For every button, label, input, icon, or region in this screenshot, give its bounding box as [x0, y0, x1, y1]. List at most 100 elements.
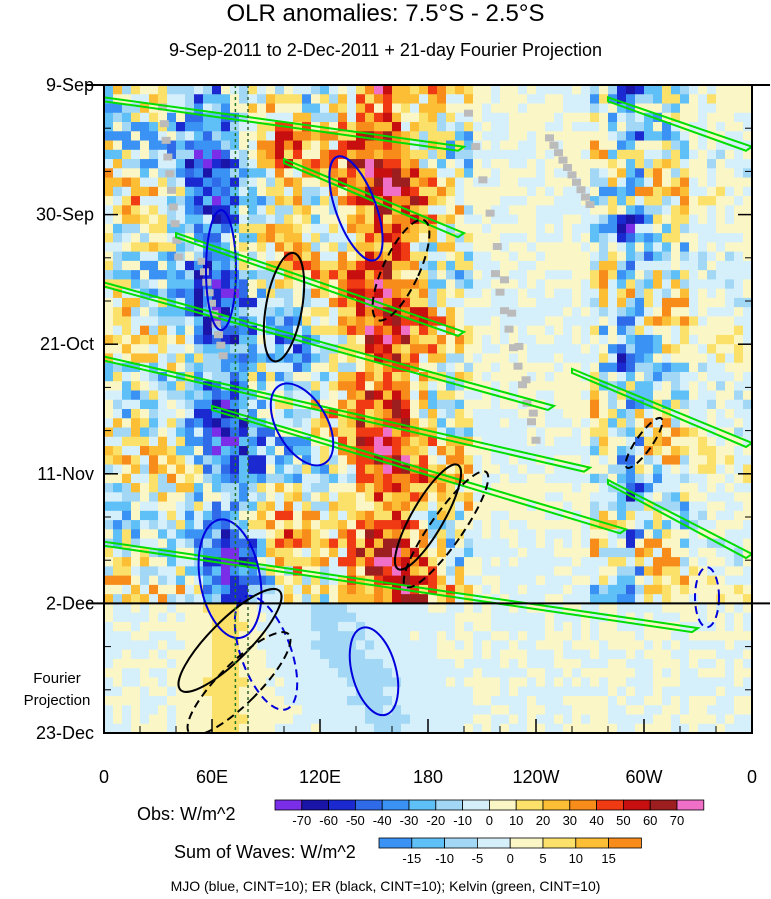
field-cell	[302, 344, 312, 355]
field-cell	[221, 436, 231, 447]
field-cell	[293, 418, 303, 429]
field-cell	[185, 501, 195, 512]
field-cell	[626, 288, 636, 299]
field-cell	[356, 566, 366, 577]
field-cell	[734, 196, 744, 206]
field-cell	[617, 344, 627, 355]
field-cell	[698, 603, 708, 614]
field-cell	[563, 149, 573, 160]
field-cell	[428, 649, 438, 660]
field-cell	[725, 492, 735, 503]
field-cell	[428, 251, 438, 262]
field-cell	[401, 186, 411, 197]
field-cell	[221, 557, 231, 567]
field-cell	[365, 205, 375, 216]
field-cell	[149, 492, 159, 503]
field-cell	[689, 316, 699, 327]
field-cell	[347, 362, 357, 373]
field-cell	[212, 159, 222, 169]
field-cell	[257, 390, 267, 401]
field-cell	[617, 362, 627, 373]
field-cell	[662, 501, 672, 512]
field-cell	[239, 288, 249, 299]
field-cell	[176, 177, 186, 188]
field-cell	[284, 233, 294, 243]
field-cell	[680, 353, 690, 364]
field-cell	[356, 714, 366, 725]
field-cell	[185, 529, 195, 540]
field-cell	[599, 251, 609, 262]
field-cell	[113, 649, 123, 660]
field-cell	[527, 464, 537, 475]
field-cell	[491, 131, 501, 142]
field-cell	[581, 371, 591, 382]
field-cell	[698, 621, 708, 632]
field-cell	[122, 418, 132, 429]
field-cell	[527, 483, 537, 493]
field-cell	[320, 612, 330, 623]
field-cell	[599, 631, 609, 642]
field-cell	[626, 418, 636, 429]
field-cell	[698, 353, 708, 364]
field-cell	[743, 409, 752, 419]
field-cell	[437, 631, 447, 642]
field-cell	[239, 538, 249, 549]
field-cell	[446, 446, 456, 456]
field-cell	[635, 381, 645, 392]
field-cell	[293, 705, 303, 716]
field-cell	[239, 640, 249, 651]
field-cell	[698, 233, 708, 243]
field-cell	[131, 214, 141, 225]
field-cell	[248, 529, 258, 540]
field-cell	[356, 584, 366, 595]
field-cell	[716, 149, 726, 160]
field-cell	[581, 714, 591, 725]
field-cell	[392, 584, 402, 595]
field-cell	[734, 621, 744, 632]
field-cell	[545, 325, 555, 336]
field-cell	[680, 695, 690, 706]
field-cell	[167, 390, 177, 401]
field-cell	[707, 446, 717, 456]
field-cell	[338, 640, 348, 651]
field-cell	[536, 418, 546, 429]
field-cell	[500, 584, 510, 595]
field-cell	[482, 575, 492, 586]
field-cell	[509, 122, 519, 132]
field-cell	[725, 214, 735, 225]
field-cell	[185, 205, 195, 216]
field-cell	[518, 288, 528, 299]
field-cell	[293, 122, 303, 132]
field-cell	[644, 677, 654, 688]
field-cell	[131, 353, 141, 364]
field-cell	[428, 362, 438, 373]
field-cell	[410, 196, 420, 206]
field-cell	[248, 566, 258, 577]
field-cell	[608, 316, 618, 327]
field-cell	[599, 112, 609, 123]
field-cell	[617, 399, 627, 410]
field-cell	[113, 714, 123, 725]
field-cell	[482, 455, 492, 466]
field-cell	[428, 334, 438, 345]
field-cell	[113, 122, 123, 132]
field-cell	[437, 297, 447, 308]
field-cell	[455, 557, 465, 567]
field-cell	[581, 362, 591, 373]
field-cell	[311, 418, 321, 429]
field-cell	[698, 649, 708, 660]
field-cell	[293, 186, 303, 197]
field-cell	[590, 251, 600, 262]
field-cell	[590, 390, 600, 401]
field-cell	[680, 705, 690, 716]
field-cell	[158, 705, 168, 716]
field-cell	[500, 334, 510, 345]
field-cell	[221, 381, 231, 392]
field-cell	[716, 223, 726, 234]
field-cell	[617, 427, 627, 438]
field-cell	[563, 686, 573, 697]
field-cell	[680, 584, 690, 595]
field-cell	[419, 714, 429, 725]
field-cell	[563, 270, 573, 280]
field-cell	[680, 436, 690, 447]
